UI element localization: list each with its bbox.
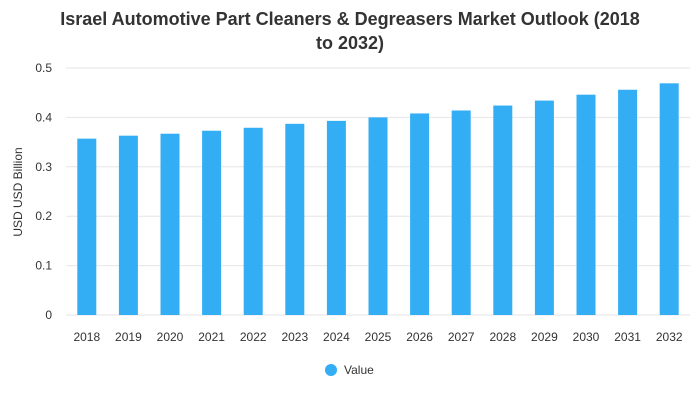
x-tick-label: 2031 xyxy=(614,330,641,344)
bar-2030[interactable] xyxy=(576,94,596,316)
bar-2028[interactable] xyxy=(493,105,513,315)
x-axis-ticks: 2018 2019 2020 2021 2022 2023 2024 2025 2026 2027… xyxy=(73,330,682,344)
bar-2029[interactable] xyxy=(534,100,554,315)
bar-2026[interactable] xyxy=(410,113,430,315)
y-axis-ticks: 0 0.1 0.2 0.3 0.4 0.5 xyxy=(35,61,52,322)
x-tick-label: 2029 xyxy=(531,330,558,344)
legend-marker xyxy=(325,364,337,376)
bar-2019[interactable] xyxy=(118,135,138,315)
bar-2031[interactable] xyxy=(618,89,638,316)
y-tick-label: 0.2 xyxy=(35,209,52,223)
x-tick-label: 2020 xyxy=(157,330,184,344)
bar-2022[interactable] xyxy=(243,127,263,315)
x-tick-label: 2026 xyxy=(406,330,433,344)
x-tick-label: 2032 xyxy=(656,330,683,344)
y-axis-label: USD USD Billion xyxy=(11,147,25,236)
bars xyxy=(77,83,679,316)
bar-2018[interactable] xyxy=(77,138,97,315)
x-tick-label: 2024 xyxy=(323,330,350,344)
bar-2025[interactable] xyxy=(368,117,388,316)
bar-2032[interactable] xyxy=(659,83,679,316)
x-tick-label: 2023 xyxy=(281,330,308,344)
bar-2024[interactable] xyxy=(326,120,346,315)
y-tick-label: 0.4 xyxy=(35,110,52,124)
x-tick-label: 2030 xyxy=(573,330,600,344)
chart-title-line-1: Israel Automotive Part Cleaners & Degrea… xyxy=(60,9,640,29)
x-tick-label: 2021 xyxy=(198,330,225,344)
x-tick-label: 2019 xyxy=(115,330,142,344)
legend-label: Value xyxy=(344,363,374,377)
bar-2020[interactable] xyxy=(160,133,180,315)
chart-title-line-2: to 2032) xyxy=(316,33,384,53)
x-tick-label: 2028 xyxy=(489,330,516,344)
y-tick-label: 0.3 xyxy=(35,160,52,174)
y-tick-label: 0.5 xyxy=(35,61,52,75)
x-tick-label: 2018 xyxy=(73,330,100,344)
x-tick-label: 2027 xyxy=(448,330,475,344)
y-tick-label: 0 xyxy=(45,308,52,322)
bar-2021[interactable] xyxy=(202,130,222,315)
x-tick-label: 2022 xyxy=(240,330,267,344)
legend[interactable]: Value xyxy=(325,363,374,377)
y-tick-label: 0.1 xyxy=(35,259,52,273)
x-tick-label: 2025 xyxy=(365,330,392,344)
bar-2023[interactable] xyxy=(285,123,305,316)
bar-2027[interactable] xyxy=(451,110,471,315)
